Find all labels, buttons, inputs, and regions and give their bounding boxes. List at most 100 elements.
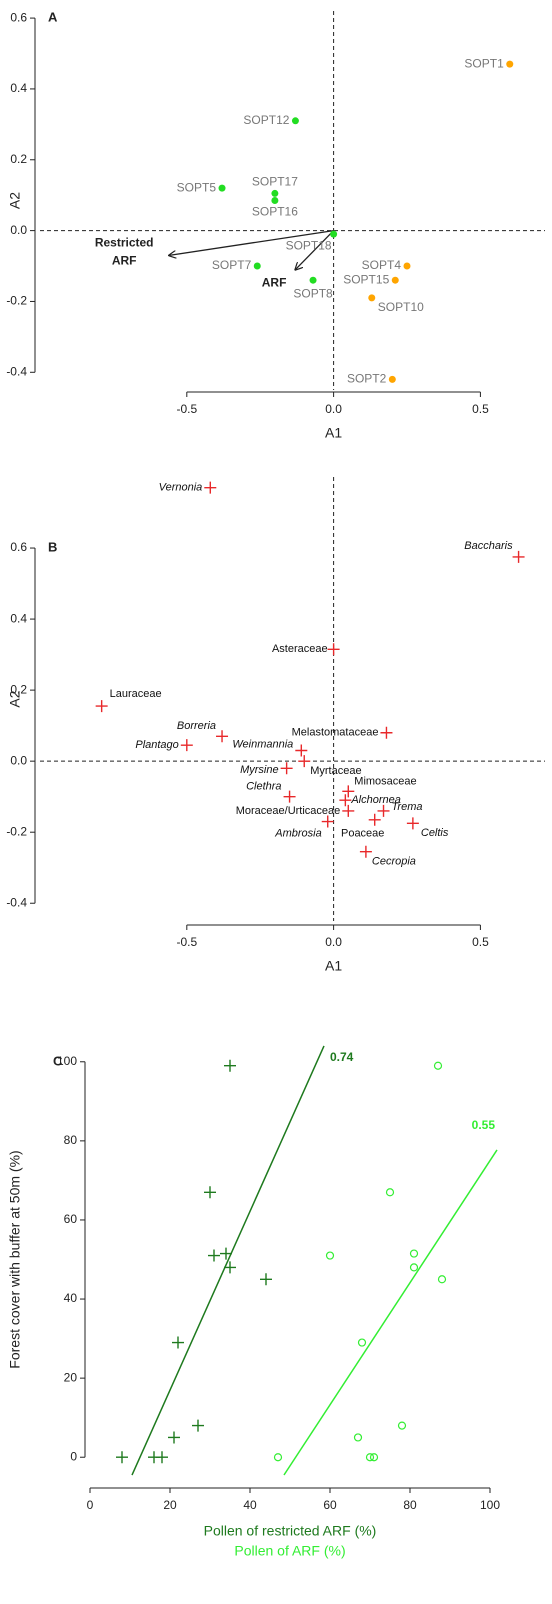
point xyxy=(253,262,261,270)
x-tick-label: 0.5 xyxy=(472,402,489,416)
y-tick-label: 0.4 xyxy=(10,81,27,95)
point-label: Lauraceae xyxy=(110,688,162,700)
fit-label: 0.74 xyxy=(330,1050,354,1064)
point xyxy=(380,726,393,739)
fit-label: 0.55 xyxy=(472,1118,496,1132)
point-label: Melastomataceae xyxy=(292,727,379,739)
x-axis-label: A1 xyxy=(325,425,342,441)
point xyxy=(437,1275,447,1284)
point xyxy=(403,262,411,270)
y-tick-label: 0.2 xyxy=(10,152,27,166)
x-tick-label: 0.0 xyxy=(325,935,342,949)
y-axis-label: Forest cover with buffer at 50m (%) xyxy=(7,1150,23,1368)
point xyxy=(397,1421,407,1430)
y-tick-label: 100 xyxy=(57,1054,77,1068)
point-label: SOPT4 xyxy=(362,258,402,272)
point xyxy=(325,1251,335,1260)
y-axis-label: A2 xyxy=(7,192,23,209)
panel-letter: A xyxy=(48,9,58,24)
point-label: Ambrosia xyxy=(274,827,321,839)
point xyxy=(95,700,108,713)
x-tick-label: 60 xyxy=(323,1498,337,1512)
point-label: Weinmannia xyxy=(232,738,293,750)
point xyxy=(365,1453,375,1462)
point xyxy=(280,762,293,775)
point-label: Trema xyxy=(392,801,423,813)
point xyxy=(368,813,381,826)
x-tick-label: 100 xyxy=(480,1498,500,1512)
point xyxy=(368,294,376,302)
point xyxy=(377,804,390,817)
point-label: Baccharis xyxy=(464,540,513,552)
point xyxy=(260,1273,272,1286)
point-label: Alchornea xyxy=(350,794,401,806)
point-label: Vernonia xyxy=(159,482,203,494)
panel-letter: C xyxy=(53,1053,63,1068)
y-tick-label: 60 xyxy=(64,1212,78,1226)
point-label: SOPT12 xyxy=(243,113,289,127)
point xyxy=(291,117,299,125)
point xyxy=(512,550,525,563)
point-label: SOPT1 xyxy=(464,56,504,70)
point xyxy=(172,1336,184,1349)
fit-line xyxy=(131,1045,325,1476)
x-tick-label: 0.5 xyxy=(472,935,489,949)
point-label: Mimosaceae xyxy=(354,775,416,787)
y-tick-label: 40 xyxy=(64,1291,78,1305)
point xyxy=(409,1249,419,1258)
y-tick-label: 20 xyxy=(64,1370,78,1384)
point-label: SOPT17 xyxy=(252,175,298,189)
point xyxy=(385,1188,395,1197)
point-label: Asteraceae xyxy=(272,643,328,655)
point xyxy=(218,184,226,192)
y-tick-label: 80 xyxy=(64,1133,78,1147)
arrow-label: Restricted xyxy=(95,236,154,250)
y-tick-label: 0 xyxy=(70,1449,77,1463)
point xyxy=(224,1059,236,1072)
point xyxy=(204,1186,216,1199)
point xyxy=(224,1261,236,1274)
point-label: SOPT16 xyxy=(252,205,298,219)
point xyxy=(271,197,279,204)
arrow-label: ARF xyxy=(262,276,287,290)
x-tick-label: 0.0 xyxy=(325,402,342,416)
point xyxy=(342,804,355,817)
point xyxy=(327,643,340,656)
point xyxy=(409,1263,419,1272)
y-tick-label: -0.2 xyxy=(6,294,27,308)
point-label: Celtis xyxy=(421,827,449,839)
y-tick-label: 0.0 xyxy=(10,753,27,767)
point-label: SOPT7 xyxy=(212,258,252,272)
y-tick-label: 0.6 xyxy=(10,10,27,24)
point xyxy=(168,1431,180,1444)
point xyxy=(216,730,229,743)
point xyxy=(369,1453,379,1462)
fit-line xyxy=(283,1149,498,1476)
arrow xyxy=(169,229,334,256)
point xyxy=(359,845,372,858)
point xyxy=(406,817,419,830)
point-label: Plantago xyxy=(135,739,178,751)
y-tick-label: 0.0 xyxy=(10,223,27,237)
point xyxy=(192,1419,204,1432)
point-label: SOPT8 xyxy=(293,286,333,300)
point xyxy=(506,60,514,68)
point-label: Borreria xyxy=(177,720,216,732)
x-tick-label: 20 xyxy=(163,1498,177,1512)
x-axis-label: Pollen of ARF (%) xyxy=(234,1543,345,1559)
point-label: Clethra xyxy=(246,781,281,793)
arrow-label: ARF xyxy=(112,254,137,268)
x-tick-label: -0.5 xyxy=(176,402,197,416)
x-tick-label: 80 xyxy=(403,1498,417,1512)
point xyxy=(330,230,338,238)
arrow xyxy=(295,230,335,270)
point-label: Cecropia xyxy=(372,856,416,868)
point xyxy=(271,189,279,197)
y-tick-label: -0.4 xyxy=(6,895,27,909)
point xyxy=(156,1451,168,1464)
point xyxy=(204,481,217,494)
point xyxy=(342,785,355,798)
point-label: SOPT18 xyxy=(286,238,332,252)
x-tick-label: -0.5 xyxy=(176,935,197,949)
x-tick-label: 40 xyxy=(243,1498,257,1512)
